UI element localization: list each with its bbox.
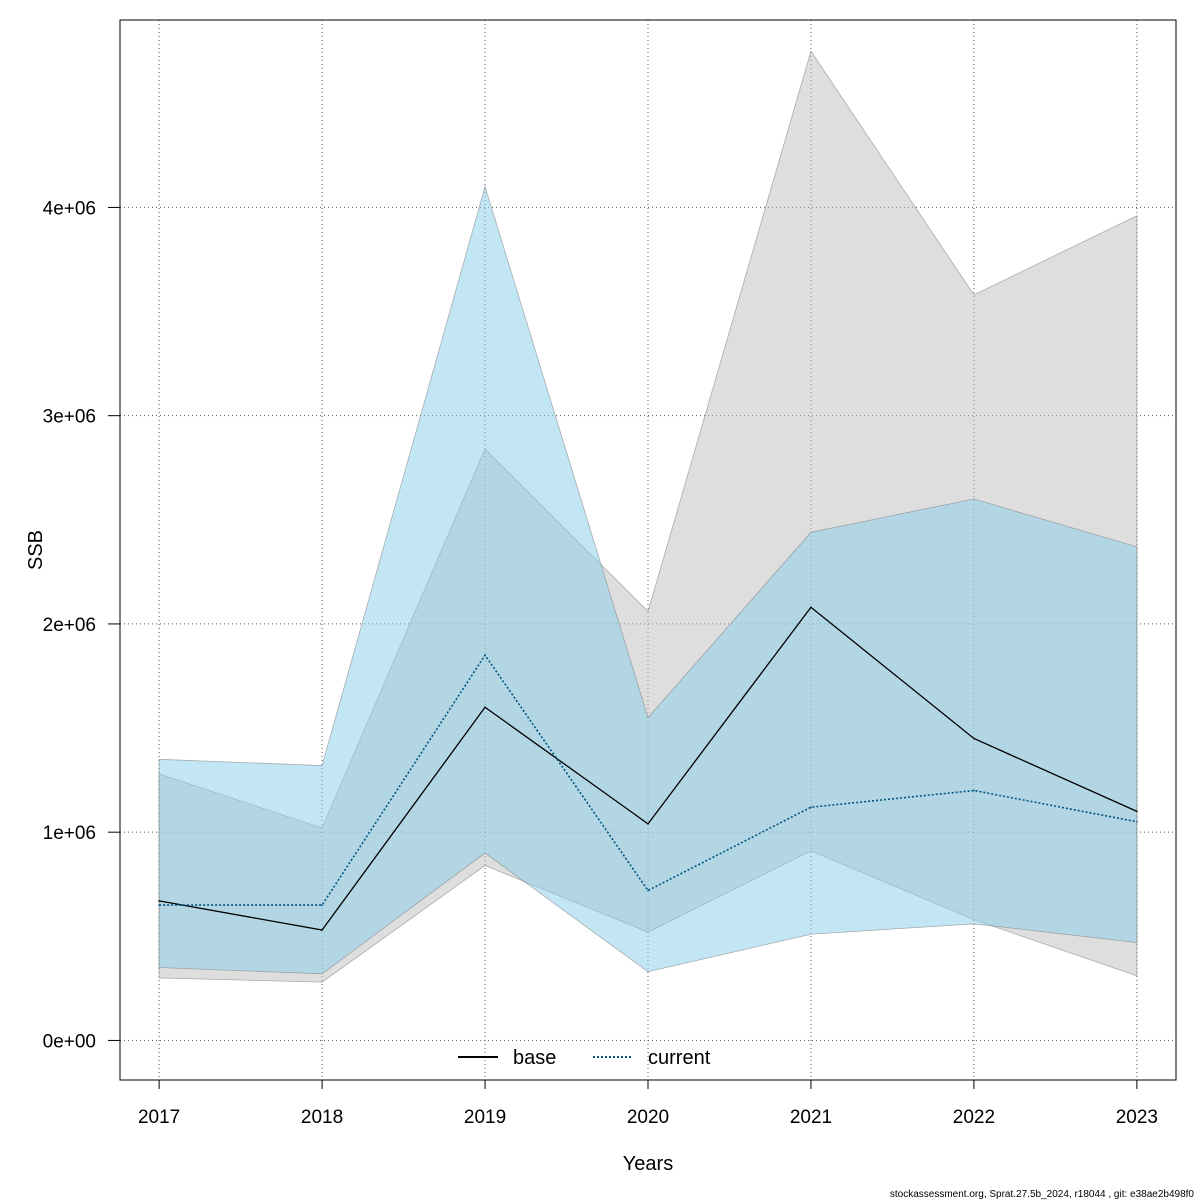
x-tick-label-2023: 2023 bbox=[1116, 1107, 1158, 1128]
point-base-2017 bbox=[158, 900, 160, 902]
point-current-2018 bbox=[321, 904, 323, 906]
y-tick-label-4000000: 4e+06 bbox=[43, 198, 96, 219]
series-lines bbox=[158, 606, 1138, 931]
x-tick-label-2022: 2022 bbox=[953, 1107, 995, 1128]
point-base-2021 bbox=[810, 606, 812, 609]
point-base-2018 bbox=[321, 929, 323, 931]
legend-label-current: current bbox=[648, 1047, 711, 1069]
band-current bbox=[158, 185, 1138, 975]
point-current-2021 bbox=[810, 806, 812, 808]
point-base-2023 bbox=[1136, 810, 1138, 813]
x-tick-label-2020: 2020 bbox=[627, 1107, 669, 1128]
footer-credit: stockassessment.org, Sprat.27.5b_2024, r… bbox=[890, 1189, 1195, 1200]
point-base-2019 bbox=[484, 706, 486, 709]
y-tick-label-1000000: 1e+06 bbox=[43, 823, 96, 844]
y-tick-label-3000000: 3e+06 bbox=[43, 407, 96, 428]
y-axis-title: SSB bbox=[25, 530, 47, 570]
point-current-2022 bbox=[973, 789, 975, 792]
legend-label-base: base bbox=[513, 1047, 556, 1069]
point-base-2020 bbox=[647, 823, 649, 825]
x-tick-label-2021: 2021 bbox=[790, 1107, 832, 1128]
x-tick-label-2018: 2018 bbox=[301, 1107, 343, 1128]
x-axis-title: Years bbox=[623, 1153, 673, 1175]
point-current-2019 bbox=[484, 654, 486, 656]
y-tick-label-0: 0e+00 bbox=[43, 1031, 96, 1052]
axes: 2017 2018 2019 2020 2021 2022 2023 0e+00 1e+06 2e… bbox=[43, 198, 1158, 1128]
x-tick-label-2019: 2019 bbox=[464, 1107, 506, 1128]
y-tick-label-2000000: 2e+06 bbox=[43, 615, 96, 636]
point-base-2022 bbox=[973, 737, 975, 740]
confidence-bands bbox=[158, 50, 1138, 983]
point-current-2017 bbox=[158, 904, 160, 906]
point-current-2023 bbox=[1136, 820, 1138, 823]
x-tick-label-2017: 2017 bbox=[138, 1107, 180, 1128]
legend: base current bbox=[458, 1047, 711, 1069]
point-current-2020 bbox=[647, 889, 649, 892]
